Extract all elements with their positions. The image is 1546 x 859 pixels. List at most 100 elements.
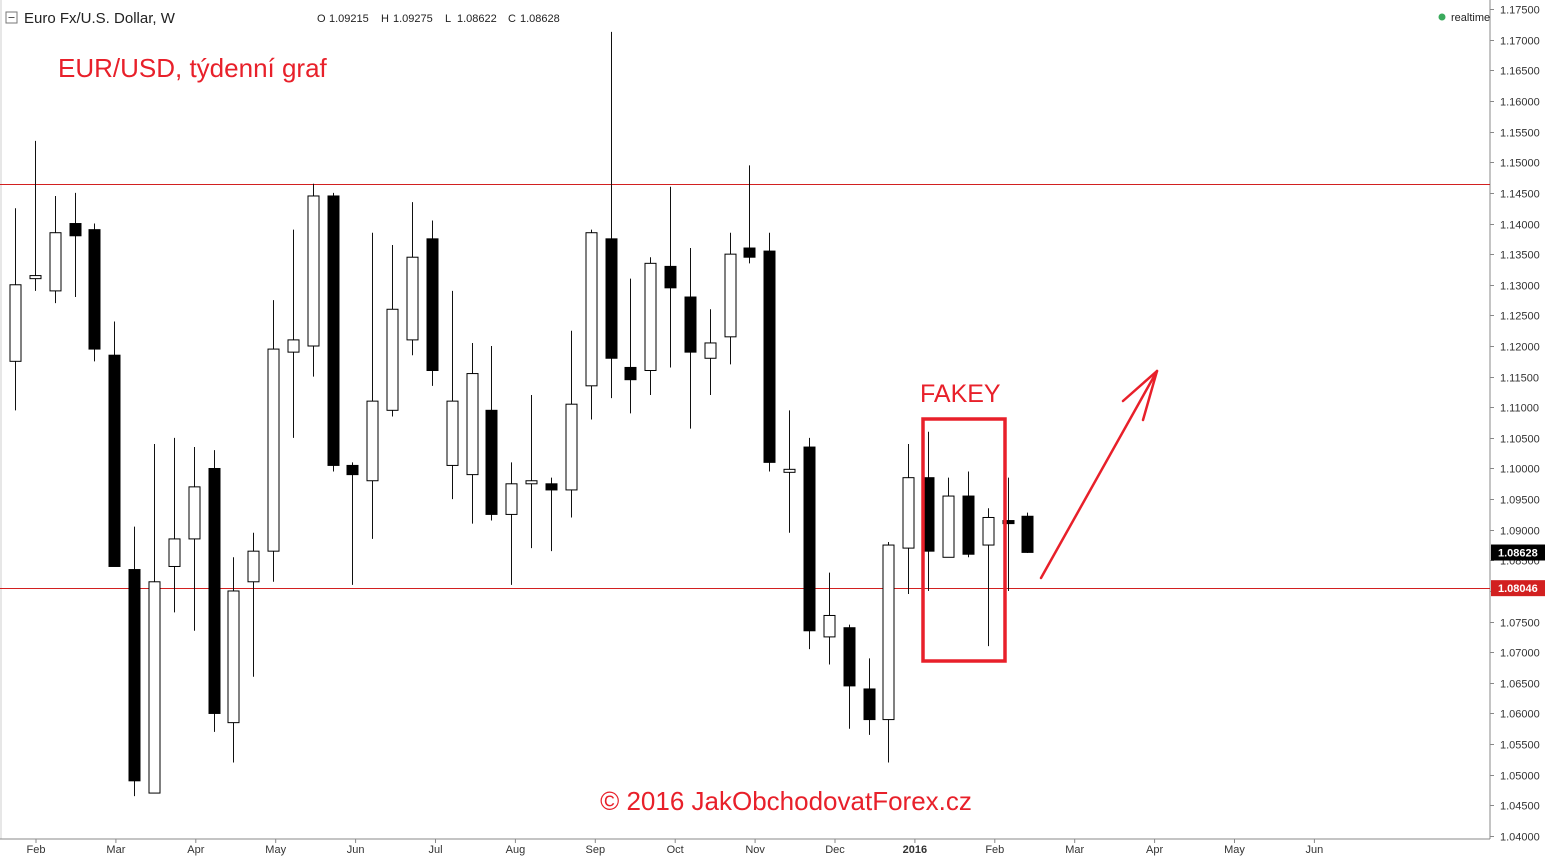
candle-body[interactable]	[505, 483, 518, 515]
ohlc-open-key: O	[317, 13, 326, 25]
price-tick-label: 1.05000	[1500, 771, 1540, 783]
candle-body[interactable]	[208, 467, 221, 714]
candle-body[interactable]	[1021, 515, 1034, 553]
candle-body[interactable]	[466, 373, 479, 476]
candle-body[interactable]	[49, 232, 62, 292]
price-tick-label: 1.15500	[1500, 128, 1540, 140]
time-tick-label: Dec	[825, 844, 845, 856]
candle-body[interactable]	[664, 265, 677, 289]
candle-body[interactable]	[704, 342, 717, 359]
candle-body[interactable]	[724, 253, 737, 338]
candle-body[interactable]	[545, 483, 558, 491]
price-tick-label: 1.06000	[1500, 709, 1540, 721]
candle-body[interactable]	[525, 480, 538, 485]
price-tick-label: 1.11000	[1500, 403, 1539, 415]
price-tick-label: 1.12000	[1500, 342, 1540, 354]
candle-body[interactable]	[485, 409, 498, 515]
candle-body[interactable]	[327, 195, 340, 466]
price-tick-label: 1.12500	[1500, 311, 1540, 323]
last-price-tag	[1491, 544, 1545, 561]
fakey-label: FAKEY	[920, 380, 1001, 408]
candle-body[interactable]	[267, 348, 280, 552]
candle-body[interactable]	[585, 232, 598, 387]
candle-body[interactable]	[982, 516, 995, 546]
candle-body[interactable]	[783, 468, 796, 473]
candle-body[interactable]	[605, 238, 618, 359]
candle-body[interactable]	[366, 400, 379, 482]
candle-body[interactable]	[29, 275, 42, 280]
candle-body[interactable]	[426, 238, 439, 372]
candle-body[interactable]	[88, 229, 101, 350]
candle-body[interactable]	[128, 569, 141, 782]
candle-body[interactable]	[227, 590, 240, 724]
symbol-title[interactable]: Euro Fx/U.S. Dollar, W	[24, 10, 176, 27]
support-price-tag	[1491, 580, 1545, 597]
candle-body[interactable]	[843, 627, 856, 687]
candle-body[interactable]	[69, 223, 82, 237]
ohlc-close-key: C	[508, 13, 516, 25]
price-tick-label: 1.15000	[1500, 158, 1540, 170]
price-tick-label: 1.13000	[1500, 281, 1540, 293]
candle-body[interactable]	[823, 614, 836, 638]
candle-body[interactable]	[1002, 520, 1015, 525]
candle-body[interactable]	[565, 403, 578, 491]
candle-body[interactable]	[803, 446, 816, 632]
price-tick-label: 1.04000	[1500, 832, 1540, 844]
ohlc-low-key: L	[445, 13, 451, 25]
candle-body[interactable]	[406, 256, 419, 341]
time-tick-label: Mar	[1065, 844, 1084, 856]
price-tick-label: 1.04500	[1500, 801, 1540, 813]
time-tick-label: Jun	[347, 844, 365, 856]
time-tick-label: Jun	[1306, 844, 1324, 856]
price-tick-label: 1.05500	[1500, 740, 1540, 752]
price-tick-label: 1.14500	[1500, 189, 1540, 201]
candle-body[interactable]	[942, 495, 955, 558]
candle-body[interactable]	[307, 195, 320, 347]
candle-body[interactable]	[446, 400, 459, 466]
price-tick-label: 1.07500	[1500, 618, 1540, 630]
candle-body[interactable]	[9, 284, 22, 362]
time-tick-label: May	[1224, 844, 1245, 856]
candle-body[interactable]	[863, 688, 876, 721]
candle-body[interactable]	[188, 486, 201, 540]
price-tick-label: 1.07000	[1500, 648, 1540, 660]
time-tick-label: Jul	[428, 844, 442, 856]
ohlc-high-key: H	[381, 13, 389, 25]
price-tick-label: 1.11500	[1500, 373, 1539, 385]
candle-body[interactable]	[168, 538, 181, 567]
price-tick-label: 1.14000	[1500, 220, 1540, 232]
time-tick-label: May	[265, 844, 286, 856]
candle-body[interactable]	[902, 477, 915, 549]
price-tick-label: 1.13500	[1500, 250, 1540, 262]
time-tick-label: 2016	[903, 844, 927, 856]
up-arrow-icon	[1039, 369, 1159, 580]
price-tick-label: 1.09000	[1500, 526, 1540, 538]
candles-group	[9, 31, 1034, 797]
candle-body[interactable]	[644, 262, 657, 372]
copyright-text: © 2016 JakObchodovatForex.cz	[600, 786, 972, 816]
price-tick-label: 1.06500	[1500, 679, 1540, 691]
candle-body[interactable]	[247, 550, 260, 583]
candle-body[interactable]	[763, 250, 776, 463]
price-tick-label: 1.10500	[1500, 434, 1540, 446]
candle-body[interactable]	[624, 366, 637, 381]
time-tick-label: Feb	[27, 844, 46, 856]
last-price-label: 1.08628	[1498, 548, 1538, 560]
price-tick-label: 1.16000	[1500, 97, 1540, 109]
candle-body[interactable]	[684, 296, 697, 353]
price-tick-label: 1.16500	[1500, 66, 1540, 78]
candle-body[interactable]	[882, 544, 895, 721]
price-tick-label: 1.10000	[1500, 464, 1540, 476]
candle-body[interactable]	[386, 308, 399, 411]
candle-body[interactable]	[743, 247, 756, 258]
candle-body[interactable]	[148, 581, 161, 794]
time-tick-label: Sep	[586, 844, 606, 856]
time-tick-label: Feb	[985, 844, 1004, 856]
candle-body[interactable]	[108, 354, 121, 567]
candle-body[interactable]	[962, 495, 975, 555]
candle-body[interactable]	[346, 464, 359, 476]
realtime-status-label[interactable]: realtime	[1451, 12, 1490, 24]
candle-body[interactable]	[287, 339, 300, 353]
time-tick-label: Aug	[506, 844, 526, 856]
